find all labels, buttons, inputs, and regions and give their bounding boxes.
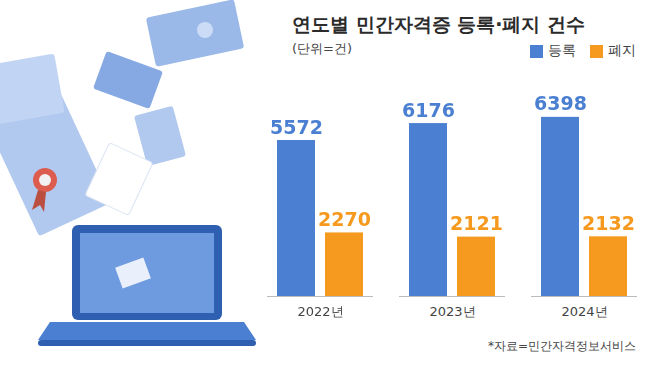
svg-text:2022년: 2022년 bbox=[297, 304, 343, 319]
svg-text:2132: 2132 bbox=[582, 212, 635, 234]
html-text:폐지: 폐지 bbox=[608, 42, 636, 58]
svg-text:6398: 6398 bbox=[534, 92, 587, 114]
svg-text:2024년: 2024년 bbox=[561, 304, 607, 319]
svg-text:2023년: 2023년 bbox=[429, 304, 475, 319]
html-text:연도별 민간자격증 등록·폐지 건수: 연도별 민간자격증 등록·폐지 건수 bbox=[292, 13, 586, 35]
svg-text:2270: 2270 bbox=[318, 208, 371, 230]
html-text:*자료=민간자격정보서비스: *자료=민간자격정보서비스 bbox=[487, 339, 636, 353]
svg-text:6176: 6176 bbox=[402, 99, 455, 121]
html-text:등록: 등록 bbox=[548, 42, 576, 58]
html-text:(단위=건): (단위=건) bbox=[292, 41, 352, 56]
svg-text:2121: 2121 bbox=[450, 212, 503, 234]
svg-text:5572: 5572 bbox=[270, 116, 323, 138]
